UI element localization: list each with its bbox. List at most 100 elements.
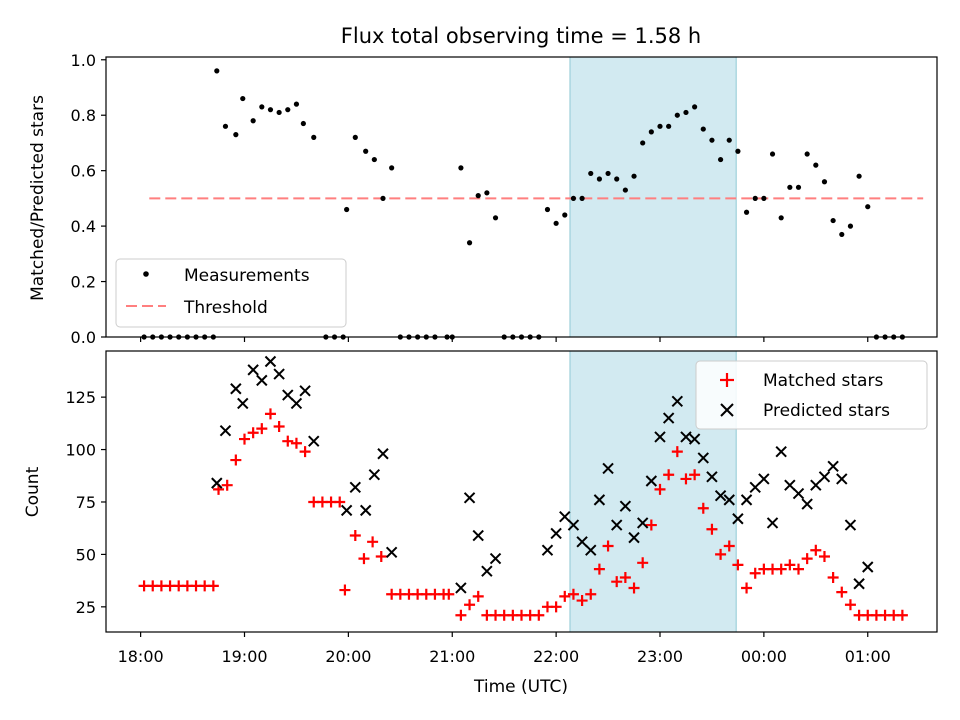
- predicted-point: [576, 536, 588, 548]
- measurement-point: [596, 176, 603, 182]
- measurement-point: [276, 109, 282, 116]
- matched-point: [896, 609, 908, 621]
- top-y-tick-label: 0.0: [71, 328, 96, 347]
- x-axis-label: Time (UTC): [473, 677, 568, 697]
- top-y-tick-label: 1.0: [71, 51, 96, 70]
- predicted-point: [862, 561, 874, 573]
- top-legend: Measurements Threshold: [115, 258, 347, 328]
- bottom-plot-frame: [105, 350, 938, 633]
- matched-point: [810, 544, 822, 556]
- matched-point: [645, 519, 657, 531]
- measurement-point: [579, 195, 585, 201]
- matched-point: [671, 446, 683, 458]
- measurement-point: [614, 176, 620, 182]
- predicted-point: [541, 544, 554, 556]
- measurement-point: [458, 165, 464, 171]
- predicted-point: [645, 475, 658, 487]
- predicted-point: [723, 494, 735, 506]
- matched-point: [273, 420, 285, 432]
- bottom-panel: 25 50 75 100 125 18:00 19:00 20:00 21:00 22:00 23…: [23, 350, 938, 697]
- matched-point: [784, 559, 796, 571]
- matched-point: [619, 571, 631, 583]
- bottom-legend: Matched stars Predicted stars: [695, 360, 928, 430]
- matched-point: [628, 582, 640, 594]
- legend-matched-marker: [720, 373, 734, 387]
- matched-point: [611, 576, 623, 588]
- top-x-ticks: [140, 337, 869, 342]
- matched-point: [472, 590, 484, 602]
- measurement-point: [700, 126, 706, 132]
- bottom-y-tick-label: 125: [65, 388, 96, 407]
- matched-point: [715, 548, 727, 560]
- measurement-point: [570, 195, 577, 201]
- predicted-point: [628, 531, 640, 544]
- measurement-point: [363, 148, 369, 154]
- chart-title: Flux total observing time = 1.58 h: [341, 24, 701, 48]
- top-plot-frame: [105, 56, 938, 338]
- measurement-point: [311, 134, 317, 140]
- measurement-point: [214, 68, 220, 74]
- predicted-point: [308, 435, 320, 447]
- measurement-point: [389, 165, 395, 171]
- measurement-point: [562, 212, 568, 218]
- matched-point: [723, 540, 735, 552]
- matched-point: [256, 423, 268, 435]
- bottom-y-axis: 25 50 75 100 125: [65, 388, 106, 617]
- top-y-tick-label: 0.8: [71, 106, 96, 125]
- predicted-point: [256, 374, 268, 387]
- matched-point: [464, 599, 476, 611]
- matched-point: [207, 580, 219, 592]
- x-tick-label: 18:00: [118, 647, 164, 666]
- legend-measurements-label: Measurements: [184, 266, 310, 286]
- predicted-point: [714, 489, 727, 502]
- predicted-point: [282, 389, 294, 401]
- predicted-point: [758, 473, 770, 485]
- measurement-point: [726, 137, 732, 143]
- predicted-point: [732, 513, 744, 525]
- predicted-point: [349, 481, 362, 494]
- measurement-point: [250, 118, 256, 124]
- measurement-point: [352, 134, 358, 140]
- measurement-point: [222, 123, 229, 129]
- predicted-point: [853, 578, 865, 590]
- x-tick-label: 23:00: [637, 647, 683, 666]
- x-tick-label: 01:00: [845, 647, 891, 666]
- matched-point: [749, 567, 761, 579]
- predicted-point: [368, 469, 381, 481]
- matched-point: [818, 551, 830, 563]
- measurement-point: [865, 204, 871, 210]
- predicted-point: [550, 527, 562, 540]
- predicted-point: [230, 383, 242, 395]
- predicted-point: [273, 368, 285, 380]
- predicted-point: [219, 424, 232, 437]
- predicted-point: [619, 500, 632, 512]
- measurement-point: [380, 195, 386, 201]
- x-tick-label: 22:00: [533, 647, 579, 666]
- predicted-point: [489, 552, 502, 565]
- measurement-point: [484, 190, 490, 196]
- predicted-point: [264, 355, 277, 368]
- matched-point: [230, 454, 242, 466]
- predicted-point: [481, 565, 493, 577]
- matched-point: [576, 595, 588, 607]
- predicted-point: [340, 504, 353, 517]
- matched-point: [567, 588, 579, 600]
- measurement-point: [856, 173, 862, 179]
- matched-point: [732, 559, 744, 571]
- measurement-point: [631, 173, 637, 179]
- measurement-points: [141, 68, 905, 340]
- matched-point: [585, 588, 597, 600]
- predicted-point: [654, 431, 666, 443]
- top-y-tick-label: 0.2: [71, 273, 96, 292]
- matched-point: [443, 588, 455, 600]
- measurement-point: [640, 140, 646, 146]
- legend-predicted-marker: [720, 403, 734, 417]
- legend-measurements-marker: [143, 271, 149, 277]
- matched-point: [375, 551, 387, 563]
- measurement-point: [821, 179, 828, 185]
- bottom-y-axis-label: Count: [23, 466, 43, 517]
- x-tick-label: 21:00: [429, 647, 475, 666]
- measurement-point: [622, 187, 628, 193]
- measurement-point: [344, 206, 350, 213]
- predicted-point: [810, 479, 822, 491]
